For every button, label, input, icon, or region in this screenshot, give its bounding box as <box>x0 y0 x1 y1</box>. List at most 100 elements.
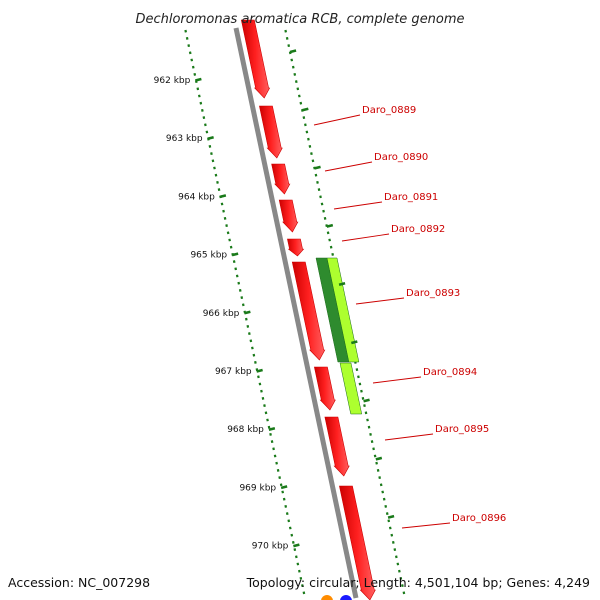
dotted-segment <box>213 166 216 170</box>
dotted-segment <box>393 548 397 552</box>
tick-mark <box>195 77 202 82</box>
dotted-segment <box>385 512 389 516</box>
dotted-segment <box>276 468 280 472</box>
outer-tick-mark <box>314 165 321 170</box>
dotted-segment <box>394 555 398 559</box>
dotted-segment <box>316 180 319 184</box>
dotted-segment <box>297 94 301 98</box>
dotted-segment <box>273 454 277 458</box>
dotted-segment <box>402 591 406 595</box>
tick-mark <box>219 194 227 199</box>
dotted-segment <box>288 526 292 530</box>
dotted-segment <box>301 584 304 588</box>
dotted-segment <box>290 58 294 62</box>
dotted-segment <box>197 94 201 98</box>
dotted-segment <box>217 188 221 192</box>
gene-leader-line <box>372 376 422 384</box>
dotted-segment <box>241 303 245 307</box>
dotted-segment <box>261 396 265 400</box>
dotted-segment <box>220 202 224 206</box>
tick-mark <box>268 426 276 431</box>
dotted-segment <box>322 209 325 213</box>
tick-mark <box>207 135 214 140</box>
dotted-segment <box>263 404 266 408</box>
dotted-segment <box>311 159 315 163</box>
green-feature <box>339 362 363 415</box>
dotted-segment <box>307 137 310 141</box>
dotted-segment <box>214 173 218 177</box>
dotted-segment <box>193 72 197 76</box>
tick-label: 964 kbp <box>178 192 215 202</box>
outer-tick-mark <box>387 514 395 519</box>
dotted-segment <box>211 159 215 163</box>
tick-label: 969 kbp <box>239 483 276 493</box>
dotted-segment <box>284 504 288 508</box>
dotted-segment <box>251 346 254 350</box>
dotted-segment <box>358 382 362 386</box>
dotted-segment <box>329 245 333 249</box>
dotted-segment <box>285 36 289 40</box>
gene-arrow <box>287 238 305 257</box>
inner-dotted-line <box>184 29 306 595</box>
dotted-segment <box>229 245 233 249</box>
genome-summary-text: Topology: circular; Length: 4,501,104 bp… <box>246 575 590 590</box>
dotted-segment <box>187 44 191 48</box>
gene-arrow <box>240 19 271 99</box>
dotted-segment <box>201 108 204 112</box>
tick-label: 962 kbp <box>154 76 191 86</box>
dotted-segment <box>360 389 363 393</box>
dotted-segment <box>223 216 227 220</box>
dotted-segment <box>281 490 285 494</box>
gene-label: Daro_0896 <box>452 513 506 524</box>
dotted-segment <box>320 202 324 206</box>
dotted-segment <box>326 231 330 235</box>
dotted-segment <box>367 425 371 429</box>
dotted-segment <box>384 504 388 508</box>
accession-text: Accession: NC_007298 <box>8 575 150 590</box>
dotted-segment <box>370 440 374 444</box>
dotted-segment <box>396 562 400 566</box>
outer-tick-mark <box>351 340 358 345</box>
dotted-segment <box>293 72 297 76</box>
gene-label: Daro_0891 <box>384 192 438 203</box>
dotted-segment <box>272 447 275 451</box>
gene-leader-line <box>384 433 434 441</box>
dotted-segment <box>369 432 372 436</box>
dotted-segment <box>270 440 274 444</box>
gene-arrow <box>324 416 350 477</box>
dotted-segment <box>254 360 257 364</box>
legend-orange-marker <box>321 595 333 600</box>
dotted-segment <box>401 584 404 588</box>
dotted-segment <box>244 317 248 321</box>
dotted-segment <box>355 368 359 372</box>
dotted-segment <box>216 180 219 184</box>
gene-arrow <box>259 105 283 159</box>
dotted-segment <box>298 569 301 573</box>
dotted-segment <box>237 281 241 285</box>
dotted-segment <box>185 36 189 40</box>
dotted-segment <box>232 260 236 264</box>
dotted-segment <box>284 29 288 33</box>
dotted-segment <box>291 540 295 544</box>
gene-arrow <box>313 366 336 411</box>
dotted-segment <box>246 324 250 328</box>
dotted-segment <box>317 188 321 192</box>
dotted-segment <box>319 195 322 199</box>
legend-blue-marker <box>340 595 352 600</box>
gene-track <box>240 19 376 600</box>
dotted-segment <box>190 58 194 62</box>
tick-mark <box>280 485 288 490</box>
dotted-segment <box>267 425 271 429</box>
tick-label: 963 kbp <box>166 134 203 144</box>
dotted-segment <box>222 209 225 213</box>
dotted-segment <box>328 238 331 242</box>
dotted-segment <box>299 101 303 105</box>
dotted-segment <box>308 144 312 148</box>
dotted-segment <box>234 267 238 271</box>
tick-mark <box>244 310 251 315</box>
dotted-segment <box>184 29 188 33</box>
dotted-segment <box>373 454 377 458</box>
tick-mark <box>231 252 239 257</box>
genome-backbone <box>233 27 359 599</box>
